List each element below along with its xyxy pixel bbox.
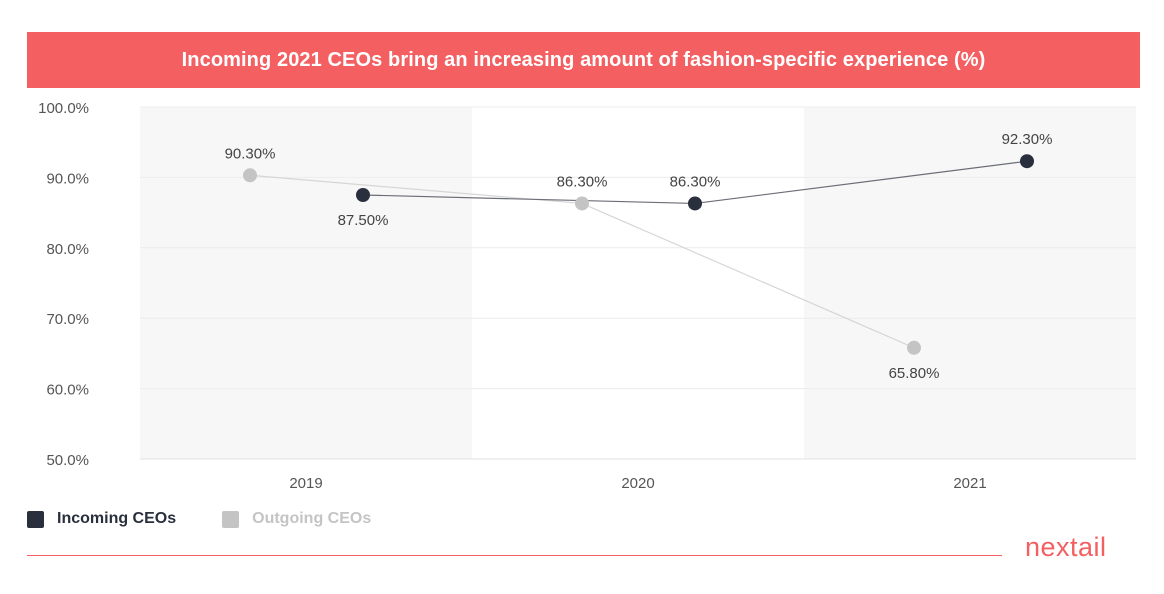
- x-tick-label: 2020: [621, 475, 654, 492]
- incoming-point: [688, 196, 702, 211]
- legend: Incoming CEOs Outgoing CEOs: [27, 510, 417, 528]
- outgoing-point: [243, 168, 257, 183]
- series-points: [243, 154, 1034, 355]
- y-tick-label: 70.0%: [46, 311, 89, 328]
- x-axis: 2019 2020 2021: [140, 458, 1136, 492]
- outgoing-point: [575, 196, 589, 211]
- legend-item-outgoing[interactable]: Outgoing CEOs: [222, 510, 371, 528]
- category-bands: [140, 107, 1136, 459]
- footer-divider: [27, 555, 1002, 556]
- outgoing-data-label: 86.30%: [557, 173, 608, 190]
- outgoing-point: [907, 340, 921, 355]
- incoming-swatch-icon: [27, 510, 44, 528]
- brand-logo: nextail: [1025, 532, 1107, 562]
- incoming-point: [1020, 154, 1034, 169]
- y-tick-label: 90.0%: [46, 170, 89, 187]
- legend-label-outgoing: Outgoing CEOs: [252, 510, 372, 527]
- y-tick-label: 50.0%: [46, 452, 89, 469]
- x-tick-label: 2021: [953, 475, 986, 492]
- incoming-data-label: 87.50%: [338, 212, 389, 229]
- incoming-point: [356, 188, 370, 202]
- band-2019: [140, 107, 472, 459]
- chart-title-bar: Incoming 2021 CEOs bring an increasing a…: [27, 32, 1140, 88]
- chart-title: Incoming 2021 CEOs bring an increasing a…: [181, 48, 986, 71]
- outgoing-data-label: 65.80%: [889, 365, 940, 382]
- data-labels: 90.30% 86.30% 65.80% 87.50% 86.30% 92.30%: [225, 131, 1053, 382]
- outgoing-swatch-icon: [222, 510, 240, 528]
- y-tick-label: 80.0%: [46, 241, 89, 258]
- incoming-data-label: 92.30%: [1002, 131, 1053, 148]
- legend-item-incoming[interactable]: Incoming CEOs: [27, 510, 176, 528]
- incoming-data-label: 86.30%: [670, 173, 721, 190]
- x-tick-label: 2019: [289, 475, 322, 492]
- band-2021: [804, 107, 1136, 459]
- y-axis: 100.0% 90.0% 80.0% 70.0% 60.0% 50.0%: [38, 100, 89, 469]
- legend-label-incoming: Incoming CEOs: [57, 510, 177, 527]
- outgoing-data-label: 90.30%: [225, 145, 276, 162]
- y-tick-label: 100.0%: [38, 100, 89, 117]
- y-tick-label: 60.0%: [46, 382, 89, 399]
